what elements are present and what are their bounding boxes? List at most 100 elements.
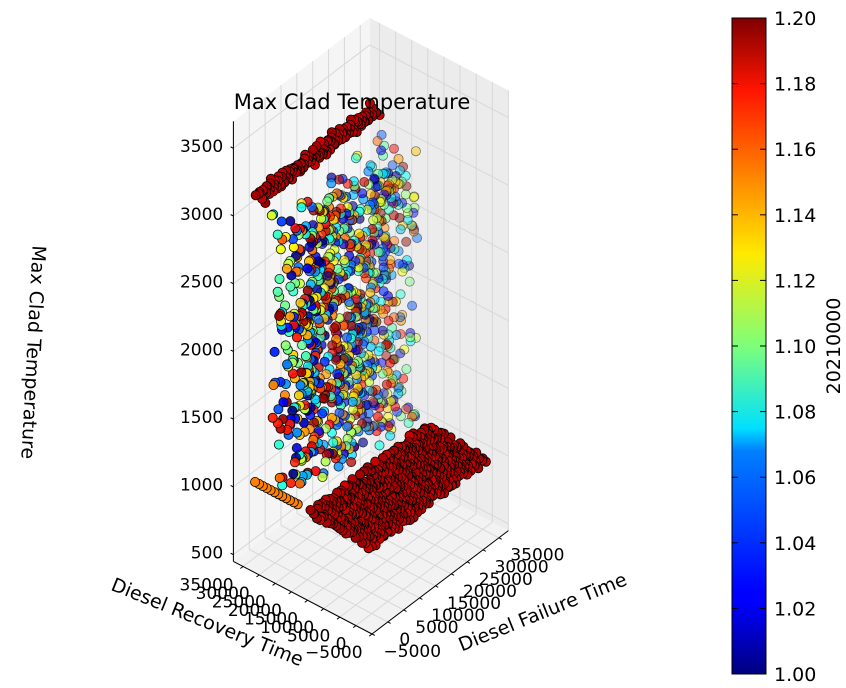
y-tick (256, 574, 260, 578)
x-tick-label: 0 (399, 630, 410, 650)
data-point (350, 153, 361, 164)
data-point (410, 146, 421, 157)
colorbar-tick-label: 1.04 (774, 533, 816, 555)
data-point (337, 285, 348, 296)
data-point (357, 437, 368, 448)
z-tick-label: 2500 (180, 273, 223, 293)
data-point (410, 411, 421, 422)
z-axis-label: Max Clad Temperature (16, 245, 49, 460)
x-tick (371, 633, 376, 636)
data-point (287, 405, 298, 416)
x-tick-label: 15000 (447, 594, 501, 614)
data-point (387, 160, 398, 171)
data-point (346, 457, 357, 468)
tick-labels: −500005000100001500020000250003000035000… (180, 137, 565, 663)
x-tick-label: −5000 (384, 642, 442, 662)
grid-line (249, 548, 389, 623)
z-tick (230, 552, 234, 556)
data-point (268, 379, 279, 390)
z-tick-label: 3500 (180, 137, 223, 157)
axis-lines (232, 121, 509, 635)
data-point (406, 411, 417, 422)
data-point (393, 153, 404, 164)
data-point (408, 192, 419, 203)
colorbar-tick-label: 1.02 (774, 598, 816, 620)
data-point (409, 202, 420, 213)
data-point (291, 332, 302, 343)
y-tick-label: 15000 (244, 609, 298, 629)
x-tick-label: 10000 (431, 606, 485, 626)
data-point (274, 273, 285, 284)
data-point (399, 344, 410, 355)
data-point (310, 466, 321, 477)
data-point (359, 176, 370, 187)
x-tick (387, 621, 391, 624)
data-point (285, 216, 296, 227)
data-point (372, 411, 383, 422)
colorbar-tick-label: 1.12 (774, 270, 816, 292)
grid-line (369, 112, 509, 186)
data-point (267, 412, 278, 423)
data-point (408, 409, 419, 420)
data-point (405, 327, 416, 338)
y-tick (368, 633, 373, 637)
data-point (368, 215, 379, 226)
data-point (322, 196, 333, 207)
data-point (304, 241, 315, 252)
data-point (282, 359, 293, 370)
data-point (300, 351, 311, 362)
data-point (401, 404, 412, 415)
data-point (289, 457, 300, 468)
y-tick-label: 30000 (196, 584, 250, 604)
colorbar-ticks: 1.00 1.02 1.04 1.06 1.08 1.10 1.12 1.14 1.16 1.18… (732, 8, 816, 686)
data-point (405, 332, 416, 343)
data-point (401, 255, 412, 266)
y-tick (288, 591, 292, 595)
data-point (273, 404, 284, 415)
data-point (326, 178, 337, 189)
data-point (290, 223, 301, 234)
y-tick (320, 608, 324, 612)
data-point (333, 461, 344, 472)
data-point (284, 311, 295, 322)
data-point (250, 190, 261, 201)
data-point (385, 430, 396, 441)
data-point (393, 258, 404, 269)
z-tick (230, 146, 234, 149)
data-point (347, 396, 358, 407)
data-point (389, 243, 400, 254)
data-point (288, 468, 299, 479)
colorbar-tick-label: 1.16 (774, 139, 816, 161)
data-point (276, 216, 287, 227)
data-point (341, 332, 352, 343)
y-tick-label: 20000 (228, 601, 282, 621)
data-point (272, 286, 283, 297)
x-tick (451, 573, 455, 576)
data-point (376, 145, 387, 156)
data-point (395, 289, 406, 300)
data-point (281, 263, 292, 274)
data-point (402, 208, 413, 219)
data-point (319, 356, 330, 367)
data-point (274, 472, 285, 483)
y-tick (352, 625, 357, 629)
right-pane (369, 17, 509, 531)
x-tick (498, 537, 502, 540)
data-point (296, 202, 307, 213)
data-point (291, 442, 302, 453)
data-point (317, 408, 328, 419)
grid-line (323, 504, 461, 610)
data-point (408, 226, 419, 237)
data-point (388, 143, 399, 154)
data-point (381, 379, 392, 390)
colorbar-tick-label: 1.08 (774, 402, 816, 424)
data-point (363, 166, 374, 177)
data-point (412, 232, 423, 243)
data-point (395, 224, 406, 235)
data-point (401, 202, 412, 213)
data-point (354, 469, 365, 480)
data-point (370, 456, 381, 467)
colorbar-tick-label: 1.14 (774, 205, 816, 227)
data-point (302, 285, 313, 296)
data-point (317, 471, 328, 482)
